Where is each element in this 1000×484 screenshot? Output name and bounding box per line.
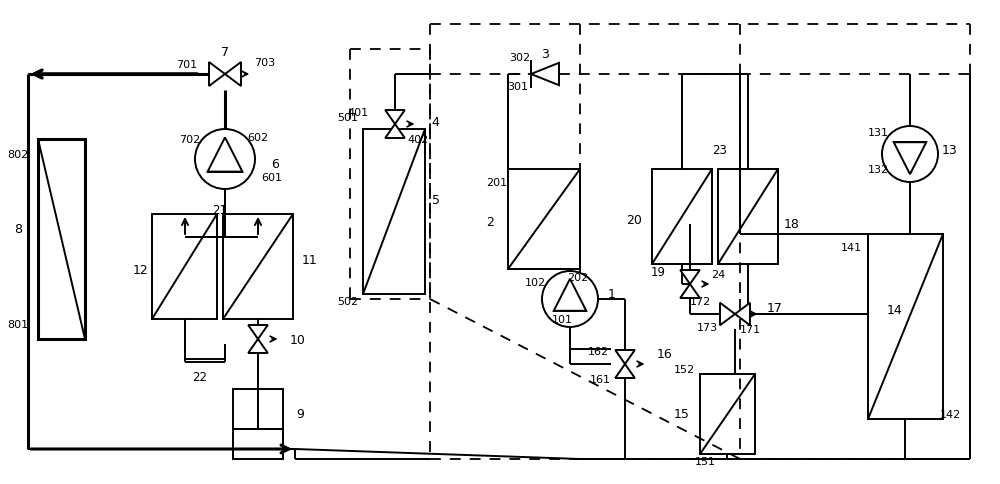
Text: 10: 10 — [290, 333, 306, 346]
Text: 301: 301 — [508, 82, 528, 92]
Text: 19: 19 — [650, 266, 666, 279]
Text: 703: 703 — [254, 58, 276, 68]
Text: 201: 201 — [486, 178, 508, 188]
Text: 132: 132 — [867, 165, 889, 175]
Text: 142: 142 — [939, 409, 961, 419]
Text: 172: 172 — [689, 296, 711, 306]
Circle shape — [542, 272, 598, 327]
Text: 131: 131 — [868, 128, 889, 138]
Polygon shape — [248, 339, 268, 353]
Text: 3: 3 — [541, 48, 549, 61]
Polygon shape — [615, 364, 635, 378]
Polygon shape — [209, 63, 225, 87]
Text: 141: 141 — [841, 242, 862, 253]
Polygon shape — [680, 271, 700, 285]
Text: 151: 151 — [694, 456, 716, 466]
Text: 13: 13 — [942, 143, 958, 156]
Text: 302: 302 — [509, 53, 531, 63]
Text: 16: 16 — [657, 348, 673, 361]
Text: 24: 24 — [711, 270, 725, 279]
Text: 102: 102 — [524, 277, 546, 287]
Text: 17: 17 — [767, 301, 783, 314]
Text: 22: 22 — [193, 371, 208, 384]
Bar — [652, 170, 712, 264]
Text: 701: 701 — [176, 60, 198, 70]
Polygon shape — [680, 285, 700, 298]
Text: 202: 202 — [567, 272, 589, 283]
Text: 23: 23 — [713, 143, 727, 156]
Bar — [718, 170, 778, 264]
Text: 4: 4 — [431, 116, 439, 129]
Text: 18: 18 — [784, 218, 800, 231]
Bar — [38, 140, 85, 339]
Text: 1: 1 — [608, 288, 616, 301]
Text: 9: 9 — [296, 408, 304, 421]
Bar — [363, 130, 425, 294]
Text: 5: 5 — [432, 193, 440, 206]
Text: 8: 8 — [14, 223, 22, 236]
Text: 601: 601 — [262, 173, 283, 182]
Text: 2: 2 — [486, 215, 494, 228]
Bar — [233, 429, 283, 459]
Bar — [508, 170, 580, 270]
Text: 402: 402 — [407, 135, 429, 145]
Text: 173: 173 — [696, 322, 718, 333]
Text: 11: 11 — [302, 253, 318, 266]
Bar — [700, 374, 755, 454]
Text: 6: 6 — [271, 158, 279, 171]
Polygon shape — [720, 303, 735, 326]
Bar — [868, 235, 943, 419]
Text: 7: 7 — [221, 45, 229, 59]
Polygon shape — [225, 63, 241, 87]
Bar — [223, 214, 293, 319]
Bar — [233, 389, 283, 429]
Polygon shape — [531, 64, 559, 86]
Text: 162: 162 — [587, 346, 609, 356]
Text: 14: 14 — [887, 303, 903, 316]
Text: 802: 802 — [7, 150, 29, 160]
Text: 702: 702 — [179, 135, 201, 145]
Text: 20: 20 — [626, 213, 642, 226]
Polygon shape — [735, 303, 750, 326]
Polygon shape — [385, 111, 405, 125]
Text: 101: 101 — [552, 314, 572, 324]
Polygon shape — [615, 350, 635, 364]
Polygon shape — [248, 325, 268, 339]
Text: 152: 152 — [674, 364, 695, 374]
Text: 501: 501 — [337, 113, 358, 123]
Text: 502: 502 — [337, 296, 358, 306]
Text: 401: 401 — [347, 108, 369, 118]
Text: 161: 161 — [590, 374, 610, 384]
Text: 15: 15 — [674, 408, 690, 421]
Circle shape — [882, 127, 938, 182]
Text: 12: 12 — [132, 263, 148, 276]
Text: 21: 21 — [213, 203, 228, 216]
Text: 171: 171 — [739, 324, 761, 334]
Polygon shape — [385, 125, 405, 139]
Bar — [152, 214, 217, 319]
Text: 602: 602 — [247, 133, 269, 143]
Circle shape — [195, 130, 255, 190]
Text: 801: 801 — [7, 319, 29, 329]
